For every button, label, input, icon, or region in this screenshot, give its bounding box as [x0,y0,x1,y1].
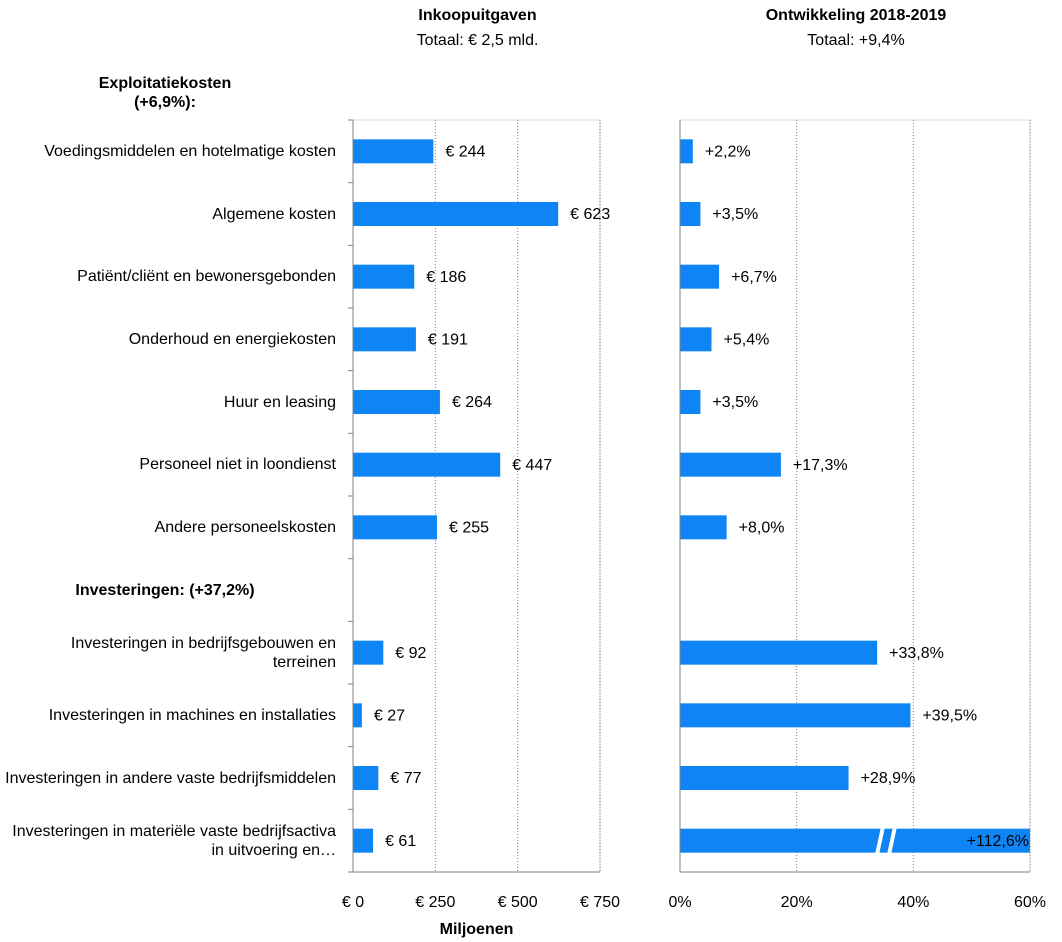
bar [680,390,701,414]
chart-title: Ontwikkeling 2018-2019 [766,7,947,24]
bar [353,766,379,790]
bar [353,139,434,164]
x-tick-label: 40% [897,894,929,911]
value-label: € 61 [385,833,416,850]
value-label: +3,5% [712,394,758,411]
x-tick-label: € 0 [342,894,364,911]
bar [353,452,501,477]
bar [680,766,849,790]
x-tick-label: € 500 [498,894,538,911]
value-label: € 27 [374,708,405,725]
bar [680,640,878,665]
value-label: +2,2% [705,144,751,161]
category-label: Investeringen in andere vaste bedrijfsmi… [5,769,336,787]
category-label: Algemene kosten [212,205,336,223]
bar [353,703,362,728]
bar [353,828,374,853]
plot-frame [679,119,1031,873]
value-label: +39,5% [922,708,977,725]
axis-break [887,826,897,855]
bar [353,390,440,414]
value-label: +17,3% [793,457,848,474]
category-label: Investeringen in bedrijfsgebouwen en ter… [70,634,336,671]
axis-break [875,826,885,855]
category-label: Voedingsmiddelen en hotelmatige kosten [44,142,336,160]
bar [353,515,437,540]
x-tick-label: 0% [668,894,691,911]
chart-subtitle: Totaal: € 2,5 mld. [417,32,539,49]
value-label: € 447 [512,457,552,474]
value-label: € 191 [428,332,468,349]
bar [680,452,781,477]
bar [680,202,701,226]
value-label: +8,0% [739,520,785,537]
value-label: € 92 [395,645,426,662]
x-tick-label: 20% [781,894,813,911]
value-label: € 623 [570,206,610,223]
category-label: Patiënt/cliënt en bewonersgebonden [77,268,336,286]
plot-frame [352,119,601,873]
x-tick-label: € 750 [580,894,620,911]
category-label: Onderhoud en energiekosten [128,330,336,348]
value-label: +5,4% [724,332,770,349]
value-label: € 255 [449,520,489,537]
value-label: +33,8% [889,645,944,662]
value-label: +6,7% [731,269,777,286]
category-label: Personeel niet in loondienst [139,456,336,474]
value-label: € 264 [452,394,492,411]
x-tick-label: € 250 [415,894,455,911]
chart-subtitle: Totaal: +9,4% [807,32,904,49]
bar [680,327,712,352]
bar [680,515,727,540]
chart-title: Inkoopuitgaven [418,7,536,24]
value-label: € 244 [445,144,485,161]
group-label: Exploitatiekosten (+6,9%): [98,75,232,111]
bar [353,640,384,665]
group-label: Investeringen: (+37,2%) [75,581,255,599]
value-label: +28,9% [861,770,916,787]
category-label: Andere personeelskosten [154,518,336,536]
bar [680,703,911,728]
value-label: € 186 [426,269,466,286]
bar [353,202,559,226]
value-label: +112,6% [967,833,1029,850]
x-axis-label: Miljoenen [440,921,514,938]
value-label: +3,5% [712,206,758,223]
bar [353,264,415,289]
value-label: € 77 [390,770,421,787]
category-label: Investeringen in machines en installatie… [48,706,336,724]
bar [680,828,1030,853]
bar [680,139,693,164]
bar [680,264,720,289]
category-label: Investeringen in materiële vaste bedrijf… [12,822,336,859]
bar [353,327,416,352]
category-label: Huur en leasing [223,393,336,411]
x-tick-label: 60% [1014,894,1046,911]
